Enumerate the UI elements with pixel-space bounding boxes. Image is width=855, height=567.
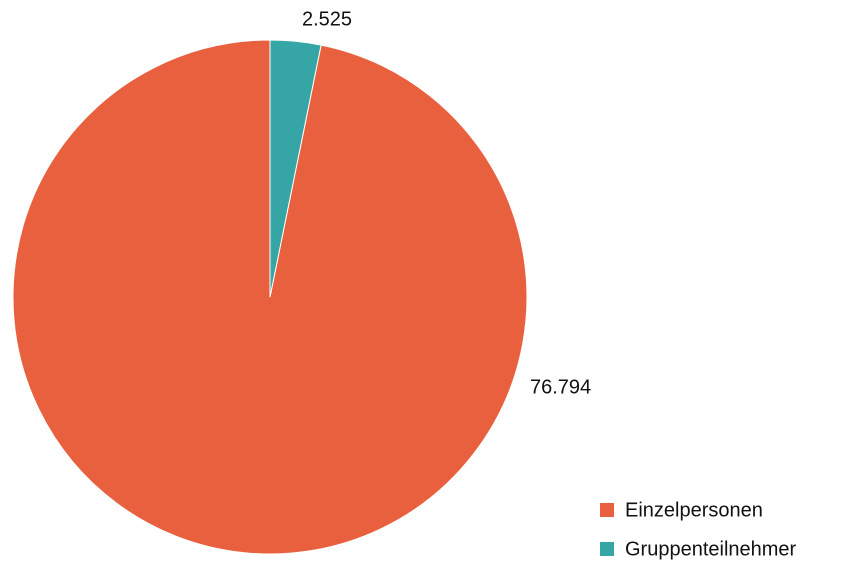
legend-label: Gruppenteilnehmer: [625, 538, 797, 560]
legend-swatch: [600, 503, 614, 517]
data-label: 76.794: [530, 376, 591, 398]
legend-swatch: [600, 542, 614, 556]
pie-slice: [269, 39, 322, 298]
legend-label: Einzelpersonen: [625, 499, 763, 521]
data-label: 2.525: [302, 8, 352, 30]
